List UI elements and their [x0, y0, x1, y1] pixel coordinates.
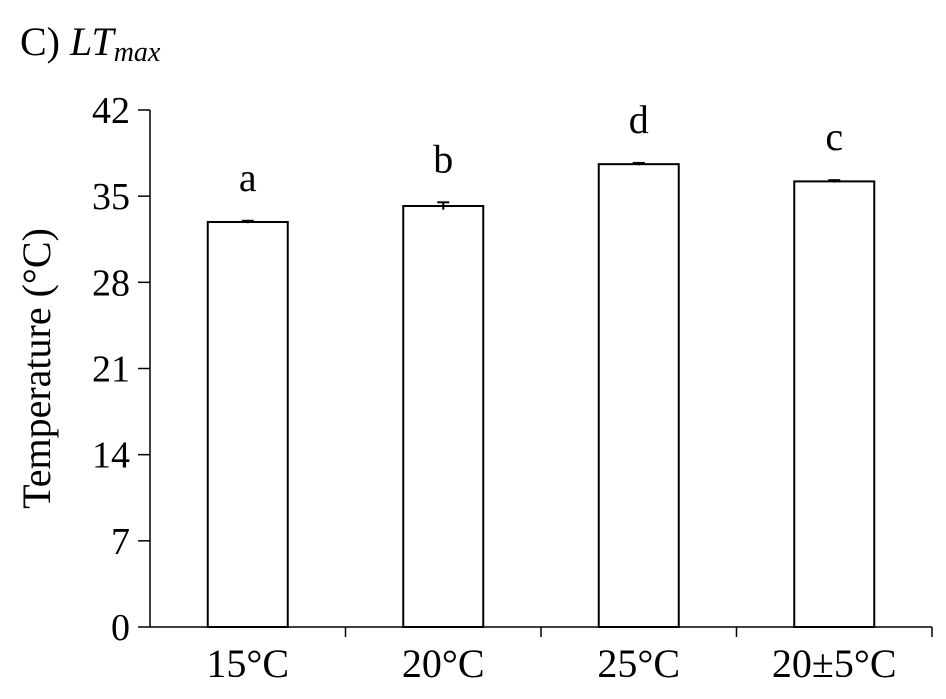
x-tick-label: 20±5°C: [772, 641, 897, 686]
panel-symbol: LT: [70, 19, 114, 64]
y-tick-label: 0: [111, 607, 130, 649]
bar: [206, 221, 289, 628]
significance-label: c: [825, 114, 843, 159]
panel-letter: C): [20, 19, 60, 64]
x-tick-label: 20°C: [402, 641, 485, 686]
y-tick-label: 42: [92, 90, 130, 132]
significance-label: d: [629, 97, 649, 142]
panel-title: C) LTmax: [20, 18, 161, 68]
panel-subscript: max: [113, 37, 161, 68]
significance-label: a: [239, 155, 257, 200]
y-axis-title: Temperature (°C): [14, 228, 59, 509]
x-tick-label: 25°C: [597, 641, 680, 686]
y-tick-label: 35: [92, 176, 130, 218]
bar: [597, 163, 680, 629]
y-tick-label: 28: [92, 262, 130, 304]
significance-label: b: [433, 136, 453, 181]
x-tick-label: 15°C: [206, 641, 289, 686]
bar: [402, 205, 485, 628]
bar: [793, 180, 876, 628]
y-tick-label: 14: [92, 435, 130, 477]
y-tick-label: 7: [111, 521, 130, 563]
y-tick-label: 21: [92, 349, 130, 391]
